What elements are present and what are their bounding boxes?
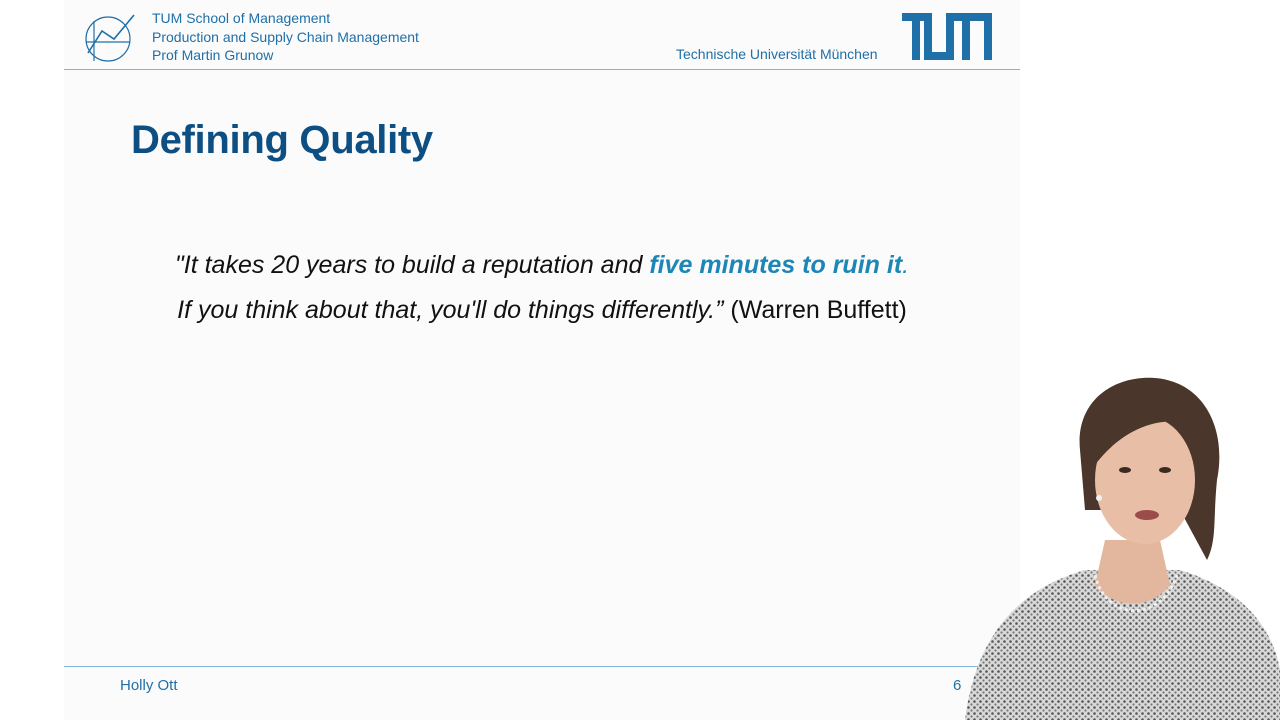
header-department: Production and Supply Chain Management [152,28,419,45]
slide-canvas [64,0,1020,720]
footer-author: Holly Ott [120,677,178,694]
quote-block: "It takes 20 years to build a reputation… [64,243,1020,333]
quote-attribution: (Warren Buffett) [723,296,907,324]
quote-line-2: If you think about that, you'll do thing… [64,288,1020,333]
presenter-video [965,377,1280,720]
tum-logo-icon [902,13,992,60]
chart-logo-icon [85,14,135,62]
quote-line-2-text: If you think about that, you'll do thing… [177,296,724,324]
footer-divider [64,666,1020,667]
slide-title: Defining Quality [131,118,433,162]
quote-line-1: "It takes 20 years to build a reputation… [64,243,1020,288]
page-number: 6 [953,677,962,694]
header-school: TUM School of Management [152,10,331,26]
quote-line-1-suffix: . [902,251,910,279]
header-divider [64,69,1020,70]
header-lines: TUM School of Management Production and … [152,9,419,65]
university-name: Technische Universität München [676,46,878,62]
quote-line-1-prefix: "It takes 20 years to build a reputation… [174,251,650,279]
header-professor: Prof Martin Grunow [152,47,274,63]
quote-emphasis: five minutes to ruin it [649,251,903,279]
